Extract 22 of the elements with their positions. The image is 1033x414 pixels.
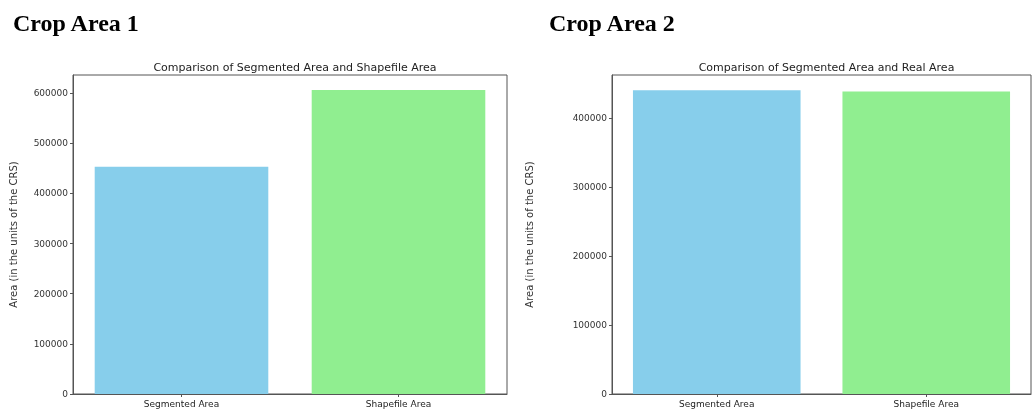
y-tick-label: 0 <box>601 389 608 399</box>
y-tick-label: 0 <box>62 389 69 399</box>
y-tick-label: 100000 <box>33 338 69 349</box>
y-tick-label: 100000 <box>572 319 608 330</box>
x-tick-label: Shapefile Area <box>365 398 432 409</box>
y-tick-label: 200000 <box>33 288 69 299</box>
chart-title: Crop Area 1 <box>13 10 139 36</box>
chart-subtitle: Comparison of Segmented Area and Shapefile Area <box>153 61 437 74</box>
x-tick-label: Shapefile Area <box>893 398 959 409</box>
x-tick-label: Segmented Area <box>679 398 755 409</box>
x-tick-label: Segmented Area <box>143 398 220 409</box>
y-axis-title: Area (in the units of the CRS) <box>523 161 535 308</box>
y-tick-label: 400000 <box>572 112 608 123</box>
y-axis-title: Area (in the units of the CRS) <box>7 161 19 308</box>
y-tick-label: 200000 <box>572 250 608 261</box>
y-tick-label: 500000 <box>33 138 69 149</box>
chart-subtitle: Comparison of Segmented Area and Real Area <box>698 61 955 74</box>
y-tick-label: 600000 <box>33 88 69 99</box>
y-tick-label: 300000 <box>572 181 608 192</box>
chart-title: Crop Area 2 <box>549 10 675 36</box>
y-tick-label: 400000 <box>33 188 69 199</box>
y-tick-label: 300000 <box>33 238 69 249</box>
